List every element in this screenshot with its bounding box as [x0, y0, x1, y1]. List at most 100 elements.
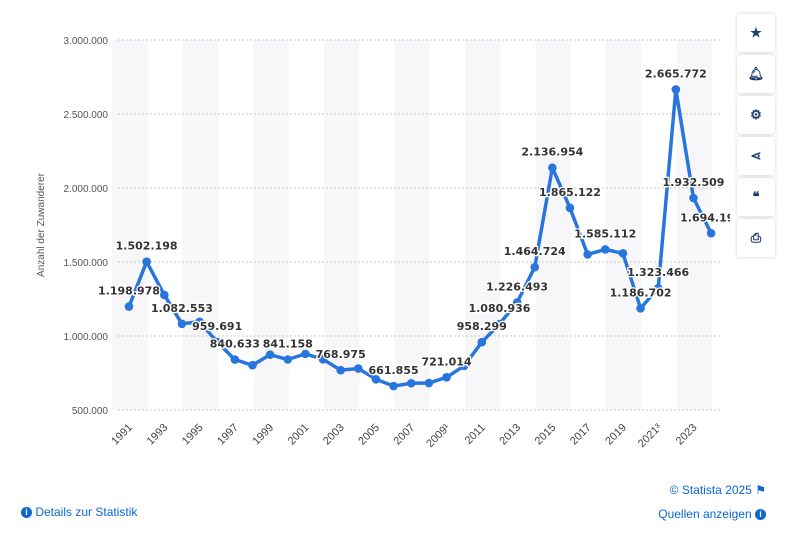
bell-icon[interactable]: 🔔︎ — [737, 55, 775, 93]
share-icon[interactable]: ⋖ — [737, 137, 775, 175]
data-label: 1.865.122 — [539, 186, 601, 199]
y-tick-label: 1.000.000 — [64, 332, 109, 343]
data-label: 1.464.724 — [504, 245, 566, 258]
y-tick-label: 2.000.000 — [64, 184, 109, 195]
data-label: 1.932.509 — [663, 176, 725, 189]
data-point — [354, 364, 363, 373]
x-tick-label: 1993 — [145, 422, 171, 448]
x-tick-label: 2023 — [674, 422, 700, 448]
data-label: 2.136.954 — [521, 146, 583, 159]
data-point — [636, 304, 645, 313]
info-icon: i — [21, 507, 32, 519]
data-point — [142, 257, 151, 266]
data-label: 841.158 — [263, 338, 313, 351]
data-label: 721.014 — [421, 355, 471, 368]
data-point — [653, 283, 663, 293]
data-point — [318, 355, 328, 364]
x-tick-label: 2021³ — [636, 421, 665, 450]
quote-icon[interactable]: ❝ — [737, 178, 775, 216]
data-point — [459, 361, 469, 371]
data-point — [177, 319, 187, 329]
background-band — [606, 40, 642, 410]
y-tick-label: 1.500.000 — [64, 258, 109, 269]
data-point — [530, 262, 540, 272]
data-point — [689, 193, 698, 203]
data-point — [301, 349, 310, 359]
data-point — [159, 290, 169, 300]
data-point — [618, 249, 628, 258]
background-band — [182, 40, 219, 410]
x-tick-label: 1997 — [215, 422, 241, 448]
x-tick-label: 2001 — [286, 422, 312, 448]
copyright[interactable]: © Statista 2025 ⚑ — [670, 483, 766, 497]
data-label: 1.082.553 — [151, 302, 213, 315]
data-label: 1.585.112 — [574, 227, 636, 240]
y-tick-label: 500.000 — [72, 406, 109, 417]
star-icon[interactable]: ★ — [737, 14, 775, 52]
data-point — [442, 372, 451, 382]
info-icon: i — [755, 509, 766, 521]
x-tick-label: 2015 — [533, 422, 559, 448]
data-point — [371, 375, 381, 384]
data-point — [706, 228, 716, 238]
x-tick-label: 1999 — [250, 422, 276, 448]
line-chart: 500.000 1.000.000 1.500.000 2.000.000 2.500.… — [36, 36, 730, 450]
print-icon[interactable]: ⎙ — [737, 219, 775, 257]
x-tick-label: 2009¹ — [424, 421, 453, 450]
data-label: 1.502.198 — [116, 240, 178, 253]
details-label: Details zur Statistik — [35, 505, 138, 519]
gear-icon[interactable]: ⚙ — [737, 96, 775, 134]
x-tick-label: 2005 — [356, 422, 382, 448]
x-tick-label: 2013 — [497, 422, 523, 448]
data-label: 1.080.936 — [468, 302, 530, 315]
background-band — [253, 40, 289, 410]
background-band — [112, 40, 148, 410]
y-tick-label: 2.500.000 — [64, 110, 109, 121]
data-point — [283, 355, 293, 364]
data-point — [548, 163, 557, 173]
sources-link[interactable]: Quellen anzeigen i — [658, 507, 766, 521]
data-point — [512, 298, 522, 307]
data-point — [583, 250, 592, 259]
x-tick-label: 1991 — [109, 422, 135, 448]
data-point — [600, 245, 610, 254]
background-band — [323, 40, 360, 410]
data-point — [406, 378, 416, 388]
data-point — [424, 378, 434, 388]
series-line — [127, 87, 713, 388]
background-band — [394, 40, 430, 410]
data-point — [124, 302, 134, 311]
flag-icon: ⚑ — [755, 483, 766, 497]
data-point — [389, 381, 398, 391]
y-tick-label: 3.000.000 — [64, 36, 109, 47]
copyright-label: © Statista 2025 — [669, 483, 752, 497]
data-label: 958.299 — [457, 320, 507, 333]
data-point — [248, 360, 257, 370]
data-point — [230, 355, 240, 364]
data-label: 661.855 — [369, 364, 419, 377]
details-link[interactable]: i Details zur Statistik — [21, 505, 137, 519]
data-label: 1.186.702 — [610, 286, 672, 299]
data-point — [477, 337, 487, 347]
data-label: 1.226.493 — [486, 280, 548, 293]
data-label: 2.665.772 — [645, 67, 707, 80]
data-label: 840.633 — [210, 338, 260, 351]
data-point — [195, 317, 204, 327]
x-tick-label: 2003 — [321, 422, 347, 448]
data-point — [336, 365, 345, 375]
data-label: 1.323.466 — [627, 266, 689, 279]
data-label: 1.198.978 — [98, 285, 160, 298]
data-point — [212, 337, 222, 347]
data-point — [565, 203, 575, 213]
data-label: 768.975 — [316, 348, 366, 361]
background-band — [464, 40, 501, 410]
x-tick-label: 2011 — [463, 422, 488, 447]
sources-label: Quellen anzeigen — [658, 507, 752, 521]
data-point — [671, 85, 681, 94]
data-point — [495, 319, 504, 329]
data-point — [265, 350, 275, 359]
y-axis-label: Anzahl der Zuwanderer — [36, 172, 47, 277]
x-tick-label: 2019 — [603, 422, 629, 448]
x-tick-label: 2007 — [392, 422, 418, 448]
data-label: 959.691 — [192, 320, 242, 333]
